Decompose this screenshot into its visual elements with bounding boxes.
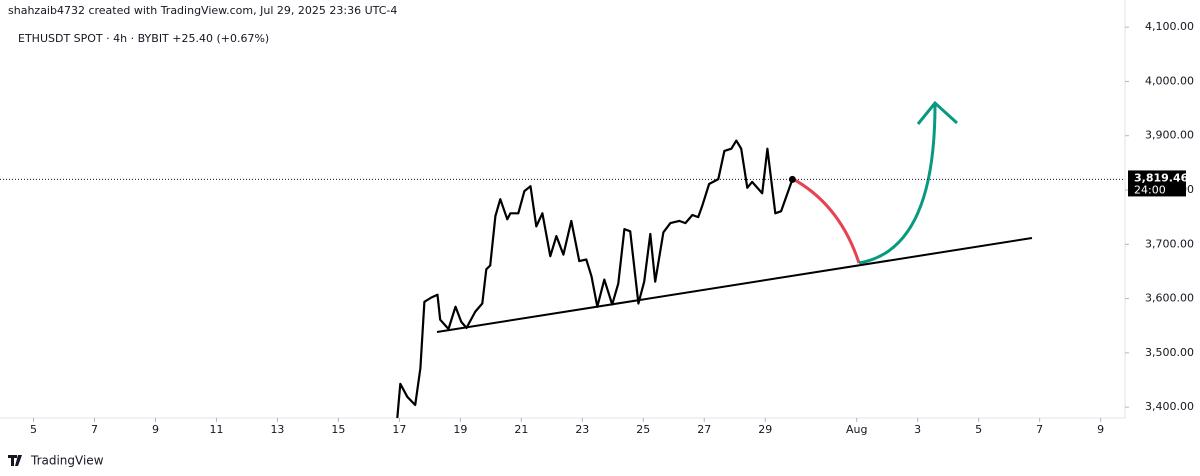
x-tick-label: 19 bbox=[453, 423, 467, 436]
x-tick-label: 17 bbox=[392, 423, 406, 436]
x-tick-label: 25 bbox=[636, 423, 650, 436]
y-tick-label: 3,600.00 bbox=[1145, 292, 1194, 305]
x-tick-label: Aug bbox=[846, 423, 867, 436]
x-tick-label: 29 bbox=[758, 423, 772, 436]
x-tick-label: 11 bbox=[209, 423, 223, 436]
x-tick-label: 13 bbox=[270, 423, 284, 436]
logo bbox=[8, 455, 22, 466]
x-tick-label: 21 bbox=[514, 423, 528, 436]
x-tick-label: 7 bbox=[91, 423, 98, 436]
credit: shahzaib4732 created with TradingView.co… bbox=[8, 4, 397, 17]
x-tick-label: 15 bbox=[331, 423, 345, 436]
y-tick-label: 4,100.00 bbox=[1145, 20, 1194, 33]
countdown-label: 24:00 bbox=[1134, 183, 1166, 196]
y-tick-label: 4,000.00 bbox=[1145, 74, 1194, 87]
brand: TradingView bbox=[8, 454, 104, 468]
brand-name: TradingView bbox=[30, 454, 104, 468]
x-tick-label: 7 bbox=[1036, 423, 1043, 436]
x-tick-label: 23 bbox=[575, 423, 589, 436]
x-tick-label: 9 bbox=[152, 423, 159, 436]
last-price-label: 3,819.46 bbox=[1134, 171, 1189, 184]
symbol-legend: ETHUSDT SPOT · 4h · BYBIT +25.40 (+0.67%… bbox=[18, 32, 269, 45]
x-tick-label: 5 bbox=[30, 423, 37, 436]
price-badge bbox=[1128, 170, 1186, 197]
x-tick-label: 5 bbox=[975, 423, 982, 436]
x-tick-label: 3 bbox=[914, 423, 921, 436]
x-tick-label: 27 bbox=[697, 423, 711, 436]
arrow-head bbox=[916, 100, 959, 125]
y-tick-label: 3,400.00 bbox=[1145, 400, 1194, 413]
projection-up bbox=[858, 104, 937, 265]
trendline bbox=[436, 237, 1033, 333]
y-tick-label: 3,900.00 bbox=[1145, 129, 1194, 142]
y-tick-label: 3,700.00 bbox=[1145, 237, 1194, 250]
x-tick-label: 9 bbox=[1097, 423, 1104, 436]
price-line bbox=[396, 139, 794, 419]
y-tick-label: 3,500.00 bbox=[1145, 346, 1194, 359]
projection-down bbox=[792, 177, 861, 264]
last-point bbox=[788, 175, 796, 183]
